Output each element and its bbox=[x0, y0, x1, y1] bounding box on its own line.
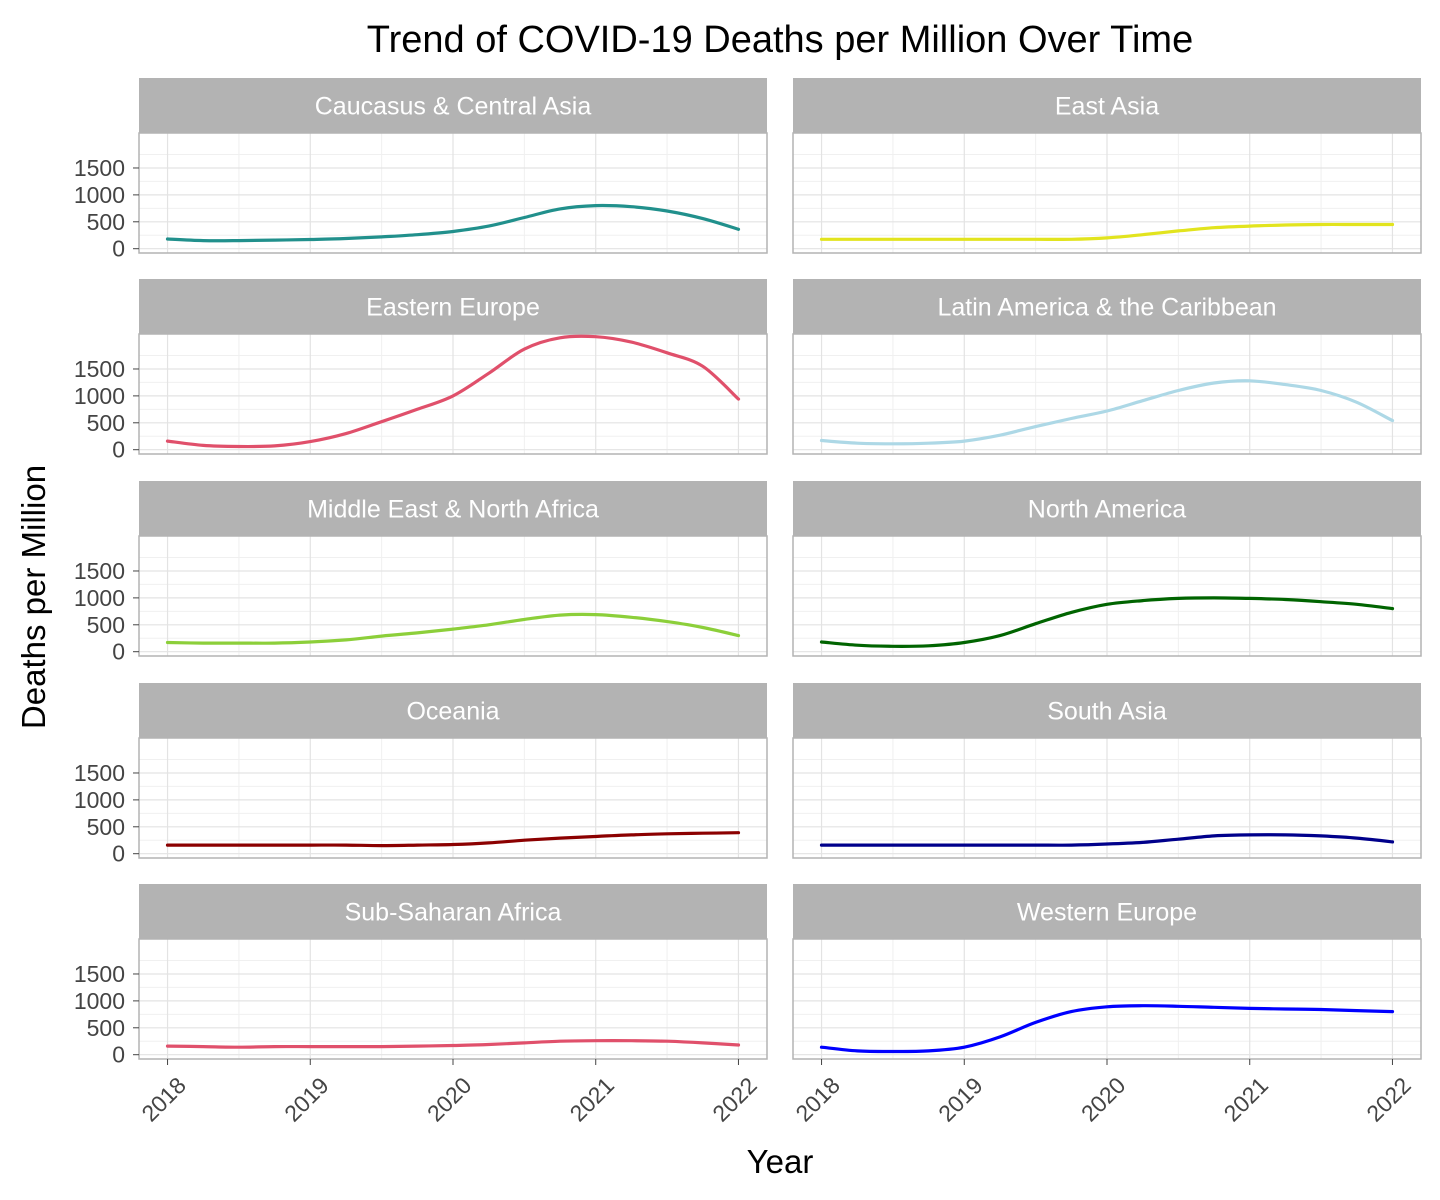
series-line bbox=[165, 334, 741, 449]
x-tick-label: 2020 bbox=[422, 1072, 477, 1127]
series-line bbox=[165, 612, 741, 645]
panel-border bbox=[138, 132, 768, 254]
facet-strip-label: Oceania bbox=[406, 698, 499, 726]
facet-strip bbox=[139, 683, 767, 738]
facet-strip-label: Eastern Europe bbox=[366, 294, 540, 322]
panel-border bbox=[138, 535, 768, 657]
y-tick-label: 0 bbox=[112, 639, 125, 665]
panel-border bbox=[792, 333, 1422, 455]
y-tick-label: 500 bbox=[87, 209, 125, 235]
panel: Latin America & the Caribbean bbox=[792, 279, 1422, 455]
x-tick-label: 2021 bbox=[1219, 1072, 1274, 1127]
facet-strip bbox=[793, 683, 1421, 738]
facet-strip bbox=[139, 884, 767, 939]
facet-strip-label: Western Europe bbox=[1017, 899, 1197, 927]
series-line bbox=[165, 831, 741, 848]
y-tick-label: 1500 bbox=[74, 760, 125, 786]
y-tick-label: 1500 bbox=[74, 558, 125, 584]
y-tick-label: 500 bbox=[87, 1015, 125, 1041]
x-tick-label: 2018 bbox=[790, 1072, 845, 1127]
series-line bbox=[165, 1039, 741, 1049]
y-tick-label: 1000 bbox=[74, 182, 125, 208]
y-axis-title: Deaths per Million bbox=[15, 465, 52, 729]
x-tick-label: 2019 bbox=[933, 1072, 988, 1127]
series-line bbox=[819, 1004, 1395, 1054]
x-tick-label: 2021 bbox=[565, 1072, 620, 1127]
series-line bbox=[819, 596, 1395, 648]
panel-border bbox=[792, 132, 1422, 254]
facet-strip bbox=[793, 884, 1421, 939]
facet-strip-label: East Asia bbox=[1055, 93, 1159, 121]
series-line bbox=[819, 833, 1395, 847]
panel-border bbox=[792, 737, 1422, 859]
x-tick-label: 2022 bbox=[707, 1072, 762, 1127]
y-tick-label: 1000 bbox=[74, 988, 125, 1014]
facet-strip bbox=[139, 78, 767, 133]
y-tick-label: 1500 bbox=[74, 961, 125, 987]
y-tick-label: 1000 bbox=[74, 787, 125, 813]
y-tick-label: 500 bbox=[87, 814, 125, 840]
series-line bbox=[819, 379, 1395, 446]
y-tick-label: 500 bbox=[87, 410, 125, 436]
facet-strip bbox=[139, 279, 767, 334]
x-tick-label: 2018 bbox=[136, 1072, 191, 1127]
y-tick-label: 500 bbox=[87, 612, 125, 638]
y-tick-label: 0 bbox=[112, 437, 125, 463]
series-line bbox=[819, 222, 1395, 241]
facet-strip-label: Sub-Saharan Africa bbox=[345, 899, 562, 927]
facet-strip bbox=[793, 481, 1421, 536]
facet-strip bbox=[793, 279, 1421, 334]
panel: East Asia bbox=[792, 78, 1422, 254]
facet-strip-label: Latin America & the Caribbean bbox=[937, 294, 1276, 322]
panel: North America bbox=[792, 481, 1422, 657]
facet-strip bbox=[139, 481, 767, 536]
x-tick-label: 2020 bbox=[1076, 1072, 1131, 1127]
x-tick-label: 2019 bbox=[279, 1072, 334, 1127]
panel-border bbox=[792, 535, 1422, 657]
y-tick-label: 0 bbox=[112, 841, 125, 867]
facet-strip bbox=[793, 78, 1421, 133]
facet-strip-label: Caucasus & Central Asia bbox=[315, 93, 592, 121]
y-tick-label: 1500 bbox=[74, 356, 125, 382]
facet-strip-label: North America bbox=[1028, 496, 1186, 524]
y-tick-label: 1500 bbox=[74, 155, 125, 181]
panels-layer: Caucasus & Central Asia050010001500East … bbox=[74, 78, 1422, 1127]
y-tick-label: 1000 bbox=[74, 383, 125, 409]
y-tick-label: 0 bbox=[112, 236, 125, 262]
facet-strip-label: Middle East & North Africa bbox=[307, 496, 599, 524]
panel-border bbox=[138, 333, 768, 455]
series-line bbox=[165, 203, 741, 243]
y-tick-label: 0 bbox=[112, 1042, 125, 1068]
panel: South Asia bbox=[792, 683, 1422, 859]
chart-title: Trend of COVID-19 Deaths per Million Ove… bbox=[367, 19, 1193, 61]
panel: Western Europe 2018 2019 2020 2021 2022 bbox=[790, 884, 1422, 1127]
x-axis-title: Year bbox=[747, 1143, 814, 1180]
x-tick-label: 2022 bbox=[1361, 1072, 1416, 1127]
panel-border bbox=[138, 737, 768, 859]
y-tick-label: 1000 bbox=[74, 585, 125, 611]
facet-strip-label: South Asia bbox=[1047, 698, 1167, 726]
